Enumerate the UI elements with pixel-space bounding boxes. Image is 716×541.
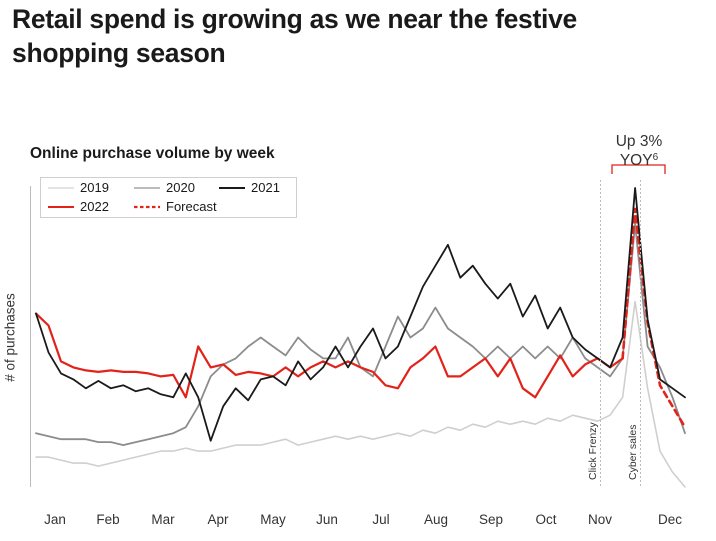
svg-text:YOY6: YOY6 — [620, 152, 659, 170]
svg-text:Feb: Feb — [96, 512, 119, 527]
svg-text:Nov: Nov — [588, 512, 612, 527]
svg-text:Dec: Dec — [658, 512, 682, 527]
svg-text:Click Frenzy: Click Frenzy — [587, 421, 599, 480]
svg-text:Up 3%: Up 3% — [616, 133, 663, 150]
svg-text:Aug: Aug — [424, 512, 448, 527]
svg-text:Oct: Oct — [535, 512, 556, 527]
svg-text:Jul: Jul — [372, 512, 389, 527]
svg-text:May: May — [260, 512, 286, 527]
svg-text:Apr: Apr — [207, 512, 229, 527]
svg-text:Cyber sales: Cyber sales — [627, 425, 639, 480]
svg-text:Jun: Jun — [316, 512, 338, 527]
svg-text:Jan: Jan — [44, 512, 66, 527]
svg-text:Mar: Mar — [151, 512, 175, 527]
svg-text:Sep: Sep — [479, 512, 503, 527]
